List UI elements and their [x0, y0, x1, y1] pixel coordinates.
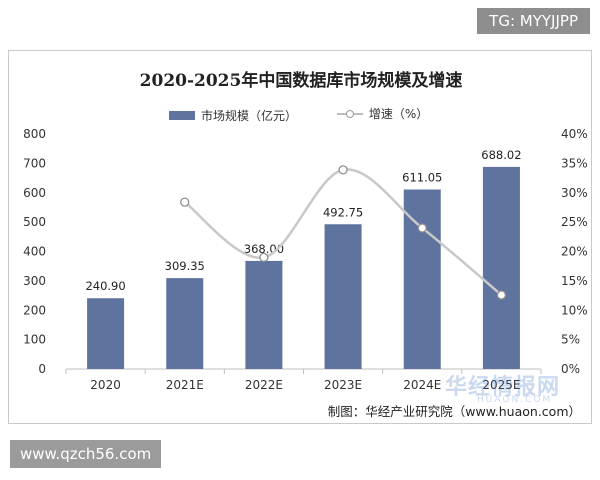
y-right-tick-label: 15% — [561, 274, 588, 288]
y-left-tick-label: 200 — [23, 303, 46, 317]
y-left-tick-label: 700 — [23, 156, 46, 170]
growth-point — [496, 290, 507, 300]
growth-point — [417, 223, 427, 233]
y-left-tick-label: 600 — [23, 186, 46, 200]
bar — [324, 224, 362, 369]
growth-point — [259, 252, 269, 263]
bar-data-label: 309.35 — [165, 259, 205, 273]
url-badge: www.qzch56.com — [10, 440, 162, 468]
y-right-tick-label: 40% — [561, 127, 588, 141]
y-left-tick-label: 500 — [23, 215, 46, 229]
bar — [403, 189, 441, 369]
y-left-tick-label: 100 — [23, 333, 46, 347]
bar-data-label: 688.02 — [481, 148, 521, 162]
legend-line-label: 增速（%） — [368, 107, 429, 121]
source-note: 制图：华经产业研究院（www.huaon.com） — [327, 404, 581, 419]
chart-legend: 市场规模（亿元） 增速（%） — [169, 105, 464, 124]
chart-title: 2020-2025年中国数据库市场规模及增速 — [139, 71, 463, 91]
y-right-tick-label: 30% — [561, 186, 588, 200]
chart-plot: 0 100 200 300 400 500 600 700 800 0% 5% 10% 15% 20% 25… — [23, 127, 588, 392]
watermark-sub: HUAON.COM — [477, 395, 553, 405]
bar — [482, 166, 520, 369]
y-left-tick-label: 300 — [23, 274, 46, 288]
y-right-tick-label: 0% — [561, 362, 580, 376]
x-tick-label: 2024E — [403, 378, 441, 392]
bar — [245, 260, 283, 369]
x-tick-label: 2022E — [245, 378, 283, 392]
x-tick-label: 2023E — [324, 378, 362, 392]
tag-badge: TG: MYYJJPP — [477, 8, 590, 34]
y-left-tick-label: 400 — [23, 245, 46, 259]
y-right-tick-label: 10% — [561, 303, 588, 317]
y-right-tick-label: 5% — [561, 333, 580, 347]
legend-item-bar: 市场规模（亿元） — [169, 107, 297, 124]
bar-data-label: 240.90 — [85, 279, 125, 293]
y-right-tick-label: 20% — [561, 245, 588, 259]
y-left-tick-label: 0 — [38, 362, 46, 376]
bar-data-label: 492.75 — [323, 205, 363, 219]
x-tick-label: 2020 — [90, 378, 121, 392]
bar — [87, 298, 125, 369]
legend-line-swatch — [336, 108, 363, 120]
y-right-tick-label: 25% — [561, 215, 588, 229]
chart-frame: 2020-2025年中国数据库市场规模及增速 市场规模（亿元） 增速（%） 0 1… — [8, 50, 592, 424]
legend-bar-label: 市场规模（亿元） — [201, 108, 298, 123]
growth-point — [180, 197, 190, 207]
y-right-tick-label: 35% — [561, 156, 588, 170]
legend-item-line: 增速（%） — [336, 105, 429, 122]
y-left-tick-label: 800 — [23, 127, 46, 141]
bar — [166, 278, 204, 369]
growth-point — [338, 165, 348, 175]
legend-bar-swatch — [169, 110, 195, 120]
x-tick-label: 2021E — [166, 378, 204, 392]
bar-data-label: 611.05 — [402, 171, 442, 185]
watermark-logo: 华经情报网 — [445, 375, 561, 400]
x-tick-label: 2025E — [482, 378, 520, 392]
